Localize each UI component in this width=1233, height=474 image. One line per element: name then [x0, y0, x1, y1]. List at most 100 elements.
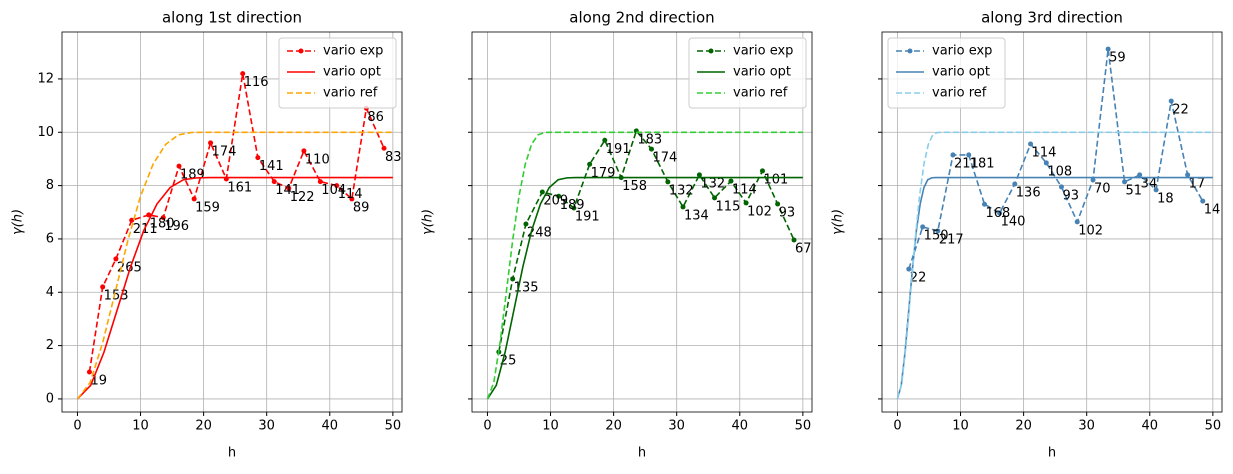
- legend-box: [278, 37, 397, 109]
- x-tick-label: 0: [893, 419, 901, 434]
- legend-label: vario ref: [733, 86, 788, 101]
- point: [775, 201, 781, 207]
- point: [240, 71, 246, 77]
- axes-frame: [881, 31, 1223, 413]
- x-tick-label: 30: [1078, 419, 1095, 434]
- count-label: 196: [164, 219, 189, 234]
- count-label: 110: [305, 152, 330, 167]
- point: [950, 152, 956, 158]
- y-axis-label: γ(h): [421, 209, 436, 235]
- point: [602, 137, 608, 143]
- count-label: 140: [1001, 215, 1026, 230]
- count-label: 34: [1141, 176, 1158, 191]
- point: [556, 193, 562, 199]
- point: [191, 196, 197, 202]
- count-label: 183: [637, 132, 662, 147]
- y-tick-label: 4: [46, 285, 54, 300]
- legend: vario exp vario opt vario ref: [688, 37, 807, 109]
- x-axis-label: h: [228, 446, 236, 461]
- point: [113, 256, 119, 262]
- count-label: 189: [560, 198, 585, 213]
- count-label: 22: [910, 271, 927, 286]
- point: [334, 183, 340, 189]
- y-tick-label: 12: [37, 71, 54, 86]
- count-label: 134: [684, 208, 709, 223]
- count-label: 102: [1078, 223, 1103, 238]
- x-tick-label: 10: [952, 419, 969, 434]
- point: [100, 284, 106, 290]
- point: [920, 224, 926, 230]
- count-label: 191: [606, 142, 631, 157]
- x-tick-label: 20: [1015, 419, 1032, 434]
- point: [791, 237, 797, 243]
- legend-box: [887, 37, 1006, 109]
- legend-label: vario opt: [932, 65, 990, 80]
- y-axis-label: γ(h): [11, 209, 26, 235]
- x-tick-label: 50: [1205, 419, 1222, 434]
- point: [146, 212, 152, 218]
- series-line: [76, 176, 393, 400]
- series-line: [88, 73, 385, 373]
- count-label: 209: [543, 194, 568, 209]
- x-axis-label: h: [1048, 446, 1056, 461]
- point: [510, 276, 516, 282]
- count-label: 161: [227, 180, 252, 195]
- x-tick-label: 10: [132, 419, 149, 434]
- count-label: 174: [652, 151, 677, 166]
- point: [982, 201, 988, 207]
- axes-frame: [471, 31, 813, 413]
- point: [728, 178, 734, 184]
- point: [349, 196, 355, 202]
- series-line: [908, 48, 1204, 270]
- point: [129, 217, 135, 223]
- series-line: [76, 131, 393, 400]
- y-tick-label: 8: [46, 178, 54, 193]
- y-tick-label: 2: [46, 338, 54, 353]
- point: [1090, 177, 1096, 183]
- panel: 0 10 20 30 40 50 along 3rd direction h γ(h) 22 150…: [831, 9, 1223, 461]
- count-label: 132: [700, 176, 725, 191]
- count-label: 153: [104, 288, 129, 303]
- series-line: [498, 129, 795, 353]
- count-label: 102: [747, 204, 772, 219]
- point: [523, 221, 529, 227]
- legend: vario exp vario opt vario ref: [278, 37, 397, 109]
- point: [571, 205, 577, 211]
- point: [176, 163, 182, 169]
- count-label: 93: [779, 206, 796, 221]
- legend: vario exp vario opt vario ref: [887, 37, 1006, 109]
- x-axis-label: h: [638, 446, 646, 461]
- count-label: 18: [1157, 191, 1174, 206]
- point: [1043, 160, 1049, 166]
- series-line: [486, 176, 803, 400]
- x-tick-label: 30: [258, 419, 275, 434]
- count-label: 211: [954, 156, 979, 171]
- point: [86, 369, 92, 375]
- count-label: 22: [1172, 103, 1189, 118]
- point: [1058, 184, 1064, 190]
- count-label: 141: [275, 183, 300, 198]
- point: [317, 179, 323, 185]
- count-label: 17: [1189, 176, 1206, 191]
- count-label: 108: [1047, 164, 1072, 179]
- legend-label: vario ref: [323, 86, 378, 101]
- count-label: 59: [1109, 51, 1126, 66]
- x-tick-label: 0: [483, 419, 491, 434]
- point: [1122, 179, 1128, 185]
- point: [1200, 198, 1206, 204]
- x-tick-label: 50: [795, 419, 812, 434]
- legend-marker: [298, 48, 304, 54]
- point: [1168, 98, 1174, 104]
- count-label: 114: [338, 187, 363, 202]
- point: [712, 195, 718, 201]
- count-label: 116: [244, 75, 269, 90]
- count-label: 104: [321, 183, 346, 198]
- y-tick-label: 6: [46, 231, 54, 246]
- point: [1028, 141, 1034, 147]
- point: [587, 161, 593, 167]
- point: [301, 148, 307, 154]
- point: [1105, 46, 1111, 52]
- count-label: 179: [591, 166, 616, 181]
